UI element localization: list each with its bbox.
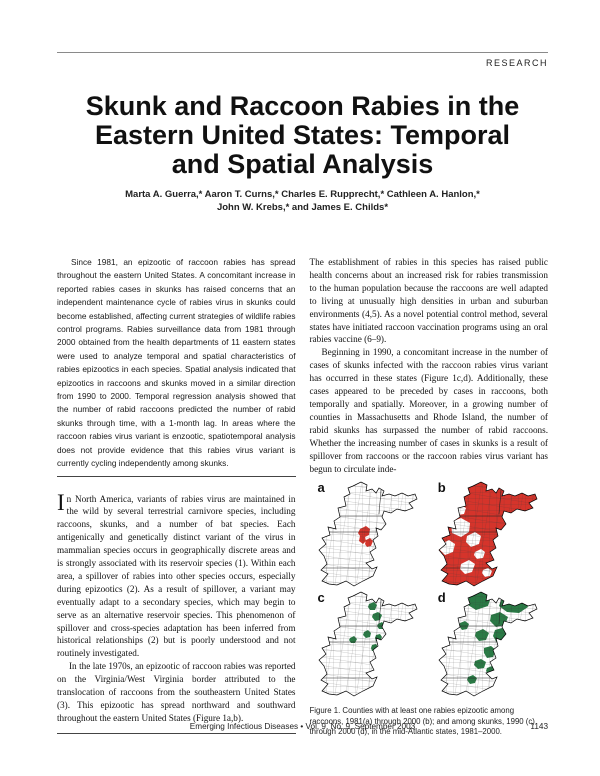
abstract-text: Since 1981, an epizootic of raccoon rabi… [57,257,296,469]
affiliation-footnote: *Centers for Disease Control and Prevent… [57,737,296,738]
figure-1: a b [310,480,549,700]
map-raccoon-2000 [438,481,538,587]
header-rule [57,52,548,53]
figure-panel-a: a [310,480,428,590]
panel-label-d: d [437,590,446,606]
panel-label-b: b [437,480,446,496]
left-column: Since 1981, an epizootic of raccoon rabi… [57,256,296,738]
map-skunk-1990 [318,591,418,697]
page-footer: Emerging Infectious Diseases • Vol. 9, N… [57,722,548,736]
title-line: Skunk and Raccoon Rabies in the [85,91,520,121]
authors-line: Marta A. Guerra,* Aaron T. Curns,* Charl… [125,189,480,200]
body-paragraph-2: In the late 1970s, an epizootic of racco… [57,661,296,723]
abstract-divider-rule [57,475,296,477]
authors-line: John W. Krebs,* and James E. Childs* [216,202,389,213]
panel-label-a: a [317,480,325,496]
paragraph-text: n North America, variants of rabies viru… [57,493,296,659]
figure-panel-d: d [430,590,548,700]
two-column-body: Since 1981, an epizootic of raccoon rabi… [57,256,548,738]
figure-panel-b: b [430,480,548,590]
figure-panel-c: c [310,590,428,700]
page-number: 1143 [530,722,548,731]
map-raccoon-1981 [318,481,418,587]
section-label: RESEARCH [485,58,548,68]
figure-caption: Figure 1. Counties with at least one rab… [309,706,535,737]
title-line: Eastern United States: Temporal [94,120,511,150]
right-column: The establishment of rabies in this spec… [310,256,549,738]
body-paragraph-4: Beginning in 1990, a concomitant increas… [309,347,549,474]
journal-citation: Emerging Infectious Diseases • Vol. 9, N… [189,722,416,731]
article-title: Skunk and Raccoon Rabies in the Eastern … [57,92,548,179]
footnote-rule [57,732,296,734]
panel-label-c: c [317,590,325,606]
body-paragraph-3: The establishment of rabies in this spec… [309,257,549,345]
author-list: Marta A. Guerra,* Aaron T. Curns,* Charl… [57,188,548,214]
title-line: and Spatial Analysis [171,149,434,179]
map-skunk-2000 [438,591,538,697]
drop-cap: I [57,489,65,515]
